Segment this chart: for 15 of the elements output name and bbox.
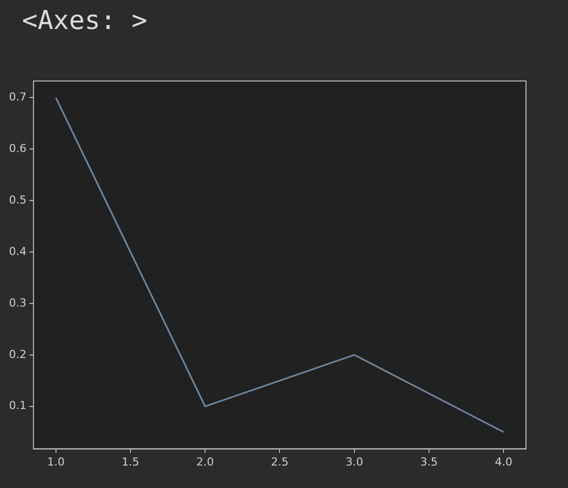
x-tick-label: 3.5 [420, 455, 438, 468]
x-tick-label: 2.5 [270, 455, 288, 468]
x-tick-label: 1.5 [122, 455, 140, 468]
y-tick-label: 0.2 [8, 348, 26, 361]
x-tick-label: 3.0 [346, 455, 364, 468]
x-tick-label: 1.0 [47, 455, 65, 468]
x-tick-label: 4.0 [494, 455, 512, 468]
y-tick-label: 0.3 [8, 296, 26, 310]
y-tick-label: 0.7 [8, 90, 26, 104]
text: <Axes: > [22, 6, 148, 36]
y-tick-label: 0.1 [8, 399, 26, 412]
y-tick-label: 0.5 [8, 193, 26, 206]
y-tick-label: 0.4 [8, 244, 26, 258]
y-tick-label: 0.6 [8, 142, 26, 156]
x-tick-label: 2.0 [196, 455, 214, 468]
